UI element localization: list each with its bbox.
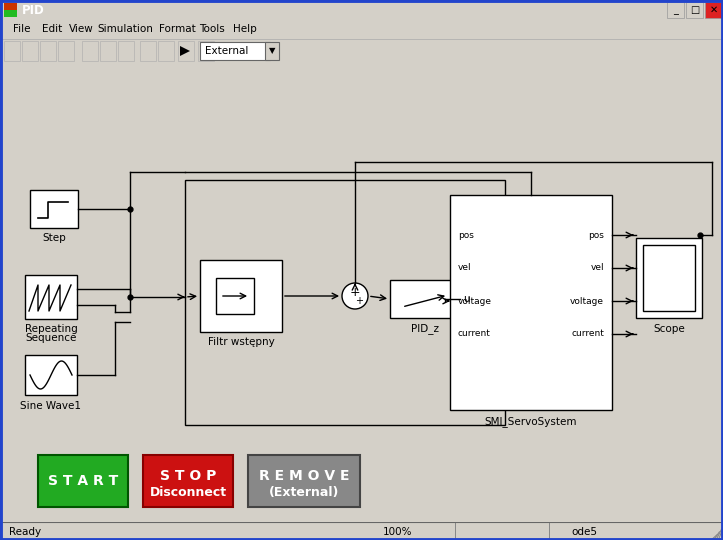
Bar — [643, 245, 695, 311]
Text: Help: Help — [233, 24, 257, 34]
Bar — [198, 41, 214, 61]
Text: Repeating: Repeating — [25, 324, 77, 334]
Text: Disconnect: Disconnect — [150, 486, 226, 499]
Bar — [38, 455, 128, 507]
Text: voltage: voltage — [458, 296, 492, 306]
Bar — [185, 180, 505, 425]
Text: 100%: 100% — [383, 527, 413, 537]
Text: R E M O V E: R E M O V E — [259, 469, 349, 483]
Bar — [248, 455, 360, 507]
Text: Filtr wstępny: Filtr wstępny — [208, 337, 274, 347]
Bar — [25, 275, 77, 319]
Bar — [4, 3, 17, 17]
Text: ▼: ▼ — [269, 46, 275, 56]
Text: current: current — [458, 329, 491, 339]
Text: _: _ — [673, 5, 678, 15]
Bar — [22, 41, 38, 61]
Text: Edit: Edit — [42, 24, 62, 34]
Text: S T O P: S T O P — [160, 469, 216, 483]
Text: PID: PID — [22, 3, 45, 17]
Text: current: current — [571, 329, 604, 339]
Text: PID_z: PID_z — [411, 323, 439, 334]
Bar — [118, 41, 134, 61]
Text: ✕: ✕ — [709, 5, 717, 15]
Bar — [140, 41, 156, 61]
Bar — [4, 41, 20, 61]
Bar — [265, 42, 279, 60]
Text: Ready: Ready — [9, 527, 40, 537]
Bar — [30, 190, 78, 228]
Text: File: File — [13, 24, 30, 34]
Bar — [667, 2, 684, 18]
Text: voltage: voltage — [570, 296, 604, 306]
Text: Format: Format — [159, 24, 196, 34]
Polygon shape — [180, 46, 190, 56]
Bar — [143, 455, 233, 507]
Bar — [450, 195, 612, 410]
Text: (External): (External) — [269, 486, 339, 499]
Text: u: u — [463, 294, 470, 304]
Text: ode5: ode5 — [571, 527, 597, 537]
Text: pos: pos — [588, 231, 604, 240]
Text: Simulation: Simulation — [98, 24, 153, 34]
Text: Scope: Scope — [653, 324, 685, 334]
Bar — [455, 523, 456, 539]
Text: S T A R T: S T A R T — [48, 474, 118, 488]
Bar — [25, 355, 77, 395]
Bar — [200, 42, 270, 60]
Text: +: + — [355, 296, 363, 306]
Text: vel: vel — [458, 264, 471, 273]
Bar — [686, 2, 703, 18]
Bar — [58, 41, 74, 61]
Bar — [40, 41, 56, 61]
Bar — [4, 10, 17, 17]
Text: vel: vel — [591, 264, 604, 273]
Bar — [216, 278, 254, 314]
Bar — [82, 41, 98, 61]
Circle shape — [342, 283, 368, 309]
Text: Sequence: Sequence — [25, 333, 77, 343]
Text: External: External — [205, 46, 249, 56]
Bar — [178, 41, 194, 61]
Text: SMI_ServoSystem: SMI_ServoSystem — [484, 416, 577, 427]
Bar — [100, 41, 116, 61]
Text: +: + — [350, 287, 360, 300]
Bar — [705, 2, 722, 18]
Text: pos: pos — [458, 231, 474, 240]
Bar — [390, 280, 460, 318]
Text: Step: Step — [42, 233, 66, 243]
Text: Tools: Tools — [199, 24, 225, 34]
Text: □: □ — [690, 5, 699, 15]
Bar — [200, 260, 282, 332]
Text: View: View — [69, 24, 94, 34]
Text: Sine Wave1: Sine Wave1 — [20, 401, 82, 411]
Bar — [636, 238, 702, 318]
Bar — [158, 41, 174, 61]
